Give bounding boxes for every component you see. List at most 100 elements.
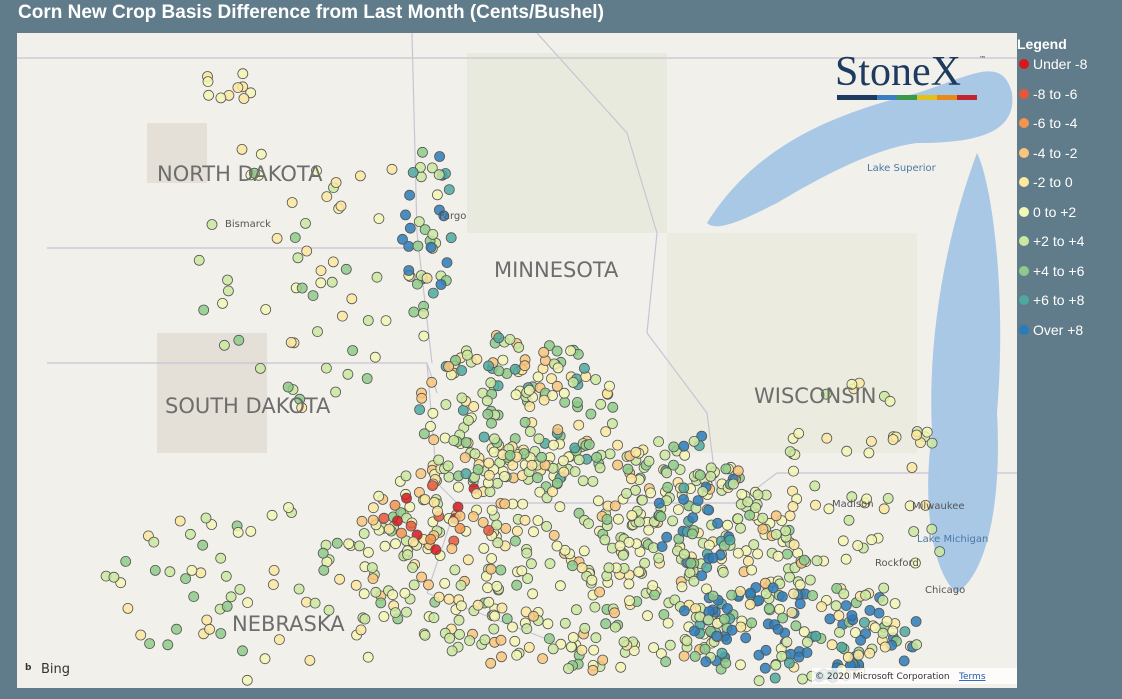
site-marker[interactable]	[501, 613, 513, 625]
site-marker[interactable]	[586, 574, 598, 586]
site-marker[interactable]	[565, 641, 577, 653]
site-marker[interactable]	[301, 245, 313, 257]
site-marker[interactable]	[887, 625, 899, 637]
site-marker[interactable]	[694, 469, 706, 481]
site-marker[interactable]	[477, 516, 489, 528]
site-marker[interactable]	[559, 617, 571, 629]
site-marker[interactable]	[750, 502, 762, 514]
site-marker[interactable]	[356, 515, 368, 527]
site-marker[interactable]	[233, 334, 245, 346]
site-marker[interactable]	[593, 495, 604, 507]
site-marker[interactable]	[486, 553, 498, 564]
site-marker[interactable]	[407, 536, 419, 548]
site-marker[interactable]	[770, 659, 782, 671]
site-marker[interactable]	[296, 282, 308, 294]
site-marker[interactable]	[772, 550, 784, 562]
site-marker[interactable]	[559, 396, 571, 408]
site-marker[interactable]	[804, 574, 816, 586]
site-marker[interactable]	[455, 600, 467, 612]
site-marker[interactable]	[679, 605, 690, 617]
site-marker[interactable]	[740, 632, 752, 644]
site-marker[interactable]	[601, 513, 613, 525]
site-marker[interactable]	[692, 495, 704, 507]
site-marker[interactable]	[820, 388, 832, 400]
site-marker[interactable]	[759, 662, 771, 674]
site-marker[interactable]	[830, 600, 842, 612]
site-marker[interactable]	[379, 540, 391, 552]
site-marker[interactable]	[304, 655, 316, 666]
site-marker[interactable]	[623, 578, 635, 590]
site-marker[interactable]	[587, 475, 599, 487]
site-marker[interactable]	[511, 525, 523, 537]
site-marker[interactable]	[408, 579, 420, 591]
site-marker[interactable]	[334, 573, 346, 585]
site-marker[interactable]	[567, 632, 579, 643]
site-marker[interactable]	[705, 470, 717, 482]
site-marker[interactable]	[745, 587, 756, 599]
site-marker[interactable]	[215, 92, 227, 104]
site-marker[interactable]	[703, 504, 715, 516]
site-marker[interactable]	[793, 651, 805, 663]
site-marker[interactable]	[786, 607, 798, 618]
site-marker[interactable]	[595, 398, 607, 410]
site-marker[interactable]	[358, 528, 370, 539]
site-marker[interactable]	[689, 625, 700, 637]
site-marker[interactable]	[521, 547, 533, 559]
site-marker[interactable]	[509, 363, 521, 375]
site-marker[interactable]	[203, 89, 215, 101]
site-marker[interactable]	[908, 526, 920, 537]
site-marker[interactable]	[567, 376, 579, 388]
site-marker[interactable]	[507, 621, 518, 633]
site-marker[interactable]	[579, 622, 591, 634]
site-marker[interactable]	[488, 623, 500, 635]
site-marker[interactable]	[225, 591, 237, 603]
site-marker[interactable]	[546, 373, 557, 385]
site-marker[interactable]	[840, 553, 852, 565]
site-marker[interactable]	[446, 645, 458, 657]
site-marker[interactable]	[524, 401, 536, 413]
site-marker[interactable]	[850, 627, 861, 638]
site-marker[interactable]	[504, 449, 516, 461]
site-marker[interactable]	[524, 426, 536, 437]
site-marker[interactable]	[405, 520, 417, 532]
site-marker[interactable]	[180, 573, 192, 584]
site-marker[interactable]	[547, 390, 558, 401]
site-marker[interactable]	[486, 417, 497, 429]
site-marker[interactable]	[234, 584, 246, 595]
site-marker[interactable]	[248, 167, 260, 179]
site-marker[interactable]	[735, 522, 746, 534]
site-marker[interactable]	[676, 581, 688, 593]
site-marker[interactable]	[649, 589, 660, 601]
site-marker[interactable]	[195, 567, 207, 579]
site-marker[interactable]	[315, 277, 327, 289]
site-marker[interactable]	[200, 512, 212, 524]
site-marker[interactable]	[604, 448, 616, 460]
site-marker[interactable]	[354, 540, 365, 552]
site-marker[interactable]	[878, 503, 890, 515]
site-marker[interactable]	[833, 610, 845, 621]
site-marker[interactable]	[414, 404, 426, 416]
site-marker[interactable]	[361, 373, 373, 384]
site-marker[interactable]	[577, 475, 589, 487]
site-marker[interactable]	[390, 538, 401, 550]
site-marker[interactable]	[626, 473, 637, 485]
site-marker[interactable]	[215, 628, 227, 639]
site-marker[interactable]	[591, 451, 602, 463]
site-marker[interactable]	[748, 539, 760, 551]
site-marker[interactable]	[427, 287, 439, 299]
site-marker[interactable]	[585, 408, 597, 420]
site-marker[interactable]	[728, 478, 739, 490]
site-marker[interactable]	[478, 431, 490, 443]
legend-item[interactable]: +2 to +4	[1017, 233, 1087, 263]
site-marker[interactable]	[572, 396, 583, 408]
site-marker[interactable]	[544, 633, 555, 644]
site-marker[interactable]	[497, 354, 509, 366]
site-marker[interactable]	[391, 515, 403, 527]
site-marker[interactable]	[285, 336, 297, 348]
site-marker[interactable]	[399, 587, 411, 599]
site-marker[interactable]	[688, 575, 700, 587]
site-marker[interactable]	[268, 565, 280, 576]
site-marker[interactable]	[732, 547, 744, 559]
site-marker[interactable]	[419, 494, 431, 505]
site-marker[interactable]	[418, 308, 429, 319]
